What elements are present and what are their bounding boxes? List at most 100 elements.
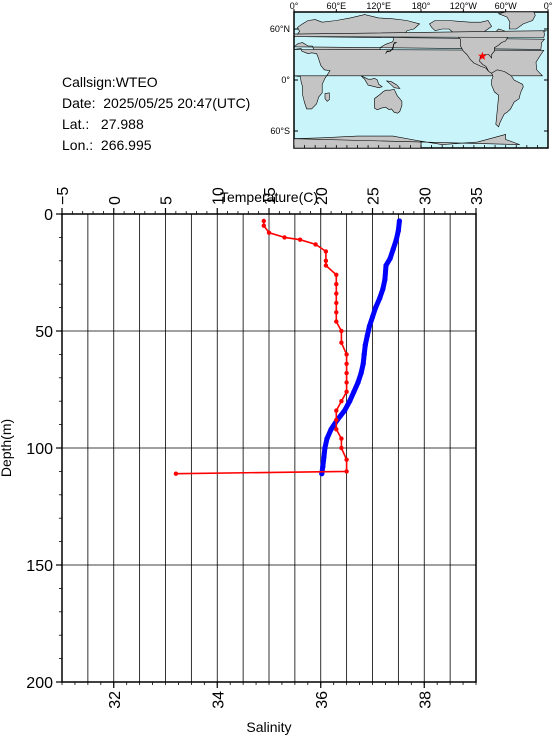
lon-label: Lon.:	[62, 137, 94, 153]
salinity-point	[344, 352, 349, 357]
chart-grid	[62, 214, 476, 682]
temperature-point	[383, 262, 389, 269]
map-lon-tick-label: 120°W	[450, 1, 478, 11]
chart-series	[173, 218, 402, 477]
salinity-point	[334, 408, 339, 413]
salinity-tick-label: 36	[314, 691, 331, 709]
depth-tick-label: 0	[44, 207, 53, 224]
date-value: 2025/05/25 20:47(UTC)	[103, 95, 251, 111]
temperature-point	[361, 351, 367, 357]
salinity-point	[339, 436, 344, 441]
salinity-point	[261, 218, 266, 224]
salinity-point	[344, 457, 349, 462]
salinity-point	[334, 282, 339, 287]
map-lon-tick-label: 0°	[544, 1, 553, 11]
temperature-point	[387, 255, 393, 262]
salinity-point	[344, 361, 349, 366]
north-america-land	[429, 20, 509, 74]
salinity-point	[173, 471, 179, 476]
temperature-point	[396, 218, 402, 224]
temperature-point	[320, 464, 326, 470]
temperature-point	[369, 314, 376, 320]
map-land	[293, 11, 547, 149]
lon-row: Lon.: 266.995	[62, 135, 250, 156]
temperature-point	[324, 436, 330, 442]
temperature-point	[373, 305, 379, 311]
uk-land	[293, 30, 547, 38]
temperature-point	[360, 361, 366, 367]
lat-row: Lat.: 27.988	[62, 114, 250, 135]
salinity-point	[344, 380, 349, 385]
salinity-tick-label: 32	[107, 691, 124, 709]
temperature-point	[395, 227, 401, 233]
salinity-point	[344, 389, 349, 394]
indonesia-land	[360, 75, 383, 89]
salinity-point	[282, 235, 287, 240]
temperature-tick-label: 0	[107, 196, 124, 205]
temperature-point	[322, 445, 328, 451]
temperature-point	[390, 246, 396, 252]
map-lon-tick-label: 120°E	[366, 1, 391, 11]
greenland-land	[497, 11, 536, 30]
map-axes: 0° 60°E 120°E 180° 120°W 60°W 0° 60°N 0° 60°S	[270, 1, 553, 148]
map-lon-tick-label: 60°W	[495, 1, 518, 11]
map-lon-tick-label: 60°E	[327, 1, 347, 11]
temperature-point	[355, 379, 361, 386]
salinity-point	[339, 445, 344, 451]
australia-land	[374, 88, 403, 114]
temperature-point	[328, 426, 334, 432]
madagascar-land	[324, 92, 330, 102]
salinity-point	[339, 328, 344, 334]
lat-label: Lat.:	[62, 116, 90, 132]
map-lat-tick-label: 0°	[281, 75, 290, 85]
salinity-point	[261, 223, 266, 228]
depth-tick-label: 150	[26, 558, 53, 575]
temperature-tick-label: 10	[210, 187, 227, 205]
depth-tick-label: 200	[26, 675, 53, 692]
salinity-point	[334, 272, 339, 277]
salinity-point	[344, 370, 349, 376]
temperature-axis-label: Temperature(C)	[220, 189, 318, 205]
map-lon-tick-label: 0°	[290, 1, 299, 11]
station-info: Callsign:WTEO Date: 2025/05/25 20:47(UTC…	[62, 72, 250, 156]
temperature-point	[382, 276, 388, 283]
station-marker-icon	[478, 51, 487, 60]
salinity-point	[334, 319, 339, 324]
temperature-point	[362, 342, 368, 348]
south-america-land	[491, 69, 524, 128]
salinity-axis-label: Salinity	[246, 719, 291, 735]
temperature-tick-label: 15	[262, 187, 279, 205]
salinity-point	[334, 310, 339, 315]
temperature-point	[347, 398, 353, 404]
salinity-point	[334, 417, 339, 423]
temperature-point	[342, 408, 348, 414]
temperature-tick-label: 25	[366, 187, 383, 205]
japan-land	[385, 42, 398, 54]
temperature-point	[380, 286, 386, 292]
depth-tick-label: 100	[26, 441, 53, 458]
salinity-point	[297, 237, 303, 242]
temperature-tick-label: −5	[55, 187, 72, 205]
callsign-row: Callsign:WTEO	[62, 72, 250, 93]
salinity-point	[266, 230, 272, 235]
temperature-profile-line	[319, 218, 402, 477]
salinity-point	[339, 399, 344, 404]
map-lat-tick-label: 60°S	[270, 126, 290, 136]
map-lat-tick-label: 60°N	[270, 24, 290, 34]
salinity-tick-label: 38	[417, 691, 434, 709]
temperature-point	[351, 389, 357, 395]
salinity-point	[323, 249, 329, 254]
date-row: Date: 2025/05/25 20:47(UTC)	[62, 93, 250, 114]
depth-axis-label: Depth(m)	[0, 419, 14, 477]
salinity-point	[334, 291, 339, 296]
temperature-tick-label: 30	[417, 187, 434, 205]
salinity-point	[339, 340, 344, 345]
temperature-point	[321, 454, 327, 460]
temperature-point	[393, 237, 399, 243]
date-label: Date:	[62, 95, 96, 111]
salinity-point	[323, 258, 329, 263]
temperature-point	[358, 370, 364, 376]
salinity-point	[323, 263, 329, 268]
